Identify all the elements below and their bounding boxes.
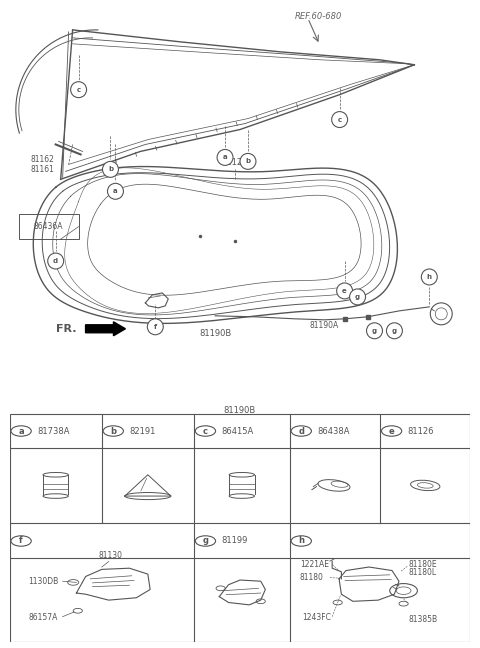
Circle shape	[217, 150, 233, 165]
Text: 81180E: 81180E	[408, 560, 437, 569]
Text: 1130DB: 1130DB	[28, 577, 58, 586]
Text: 81738A: 81738A	[37, 426, 70, 435]
Text: 81385B: 81385B	[408, 614, 437, 623]
Circle shape	[71, 82, 86, 98]
Circle shape	[147, 319, 163, 335]
Text: f: f	[154, 324, 157, 330]
Text: 86436A: 86436A	[34, 222, 63, 231]
Circle shape	[103, 426, 123, 436]
Text: 81190B: 81190B	[199, 329, 231, 338]
Circle shape	[240, 154, 256, 169]
Circle shape	[386, 323, 402, 339]
Text: b: b	[110, 426, 116, 435]
FancyArrow shape	[85, 322, 125, 336]
Text: FR.: FR.	[56, 324, 76, 334]
Text: 81190A: 81190A	[310, 321, 339, 330]
Circle shape	[11, 426, 31, 436]
Text: d: d	[53, 258, 58, 264]
Text: e: e	[342, 288, 347, 294]
Circle shape	[382, 426, 402, 436]
Text: 81190B: 81190B	[224, 406, 256, 415]
Text: d: d	[298, 426, 304, 435]
Bar	[19, 214, 79, 239]
Circle shape	[11, 536, 31, 546]
Text: 81130: 81130	[99, 551, 123, 560]
Text: 81180: 81180	[300, 573, 324, 582]
Circle shape	[48, 253, 64, 269]
Text: c: c	[337, 117, 342, 122]
Circle shape	[108, 183, 123, 200]
Circle shape	[103, 161, 119, 178]
Text: 86438A: 86438A	[317, 426, 350, 435]
Text: 82191: 82191	[130, 426, 156, 435]
Text: 81162: 81162	[31, 155, 55, 164]
Text: c: c	[76, 87, 81, 93]
Text: 81180L: 81180L	[408, 568, 436, 577]
Text: h: h	[427, 274, 432, 280]
Text: h: h	[298, 537, 304, 546]
Circle shape	[421, 269, 437, 285]
Circle shape	[336, 283, 353, 299]
Text: e: e	[389, 426, 395, 435]
Text: b: b	[245, 158, 251, 165]
Text: 81126: 81126	[408, 426, 434, 435]
Text: REF.60-680: REF.60-680	[295, 12, 342, 21]
Text: 81125: 81125	[222, 158, 248, 167]
Text: 86157A: 86157A	[28, 614, 58, 622]
Circle shape	[195, 536, 216, 546]
Text: a: a	[223, 154, 228, 161]
Circle shape	[349, 289, 366, 305]
Circle shape	[291, 426, 312, 436]
Text: a: a	[18, 426, 24, 435]
Circle shape	[195, 426, 216, 436]
Text: g: g	[372, 328, 377, 334]
Text: c: c	[203, 426, 208, 435]
Circle shape	[332, 111, 348, 128]
Text: 81199: 81199	[222, 537, 248, 546]
Text: 1221AE: 1221AE	[300, 560, 329, 569]
Text: f: f	[19, 537, 23, 546]
Text: 1243FC: 1243FC	[302, 614, 331, 622]
Text: g: g	[392, 328, 397, 334]
Circle shape	[367, 323, 383, 339]
Text: 86415A: 86415A	[222, 426, 254, 435]
Circle shape	[291, 536, 312, 546]
Text: b: b	[108, 167, 113, 172]
Text: 81161: 81161	[31, 165, 55, 174]
Text: g: g	[203, 537, 208, 546]
Text: a: a	[113, 189, 118, 194]
Text: g: g	[355, 294, 360, 300]
